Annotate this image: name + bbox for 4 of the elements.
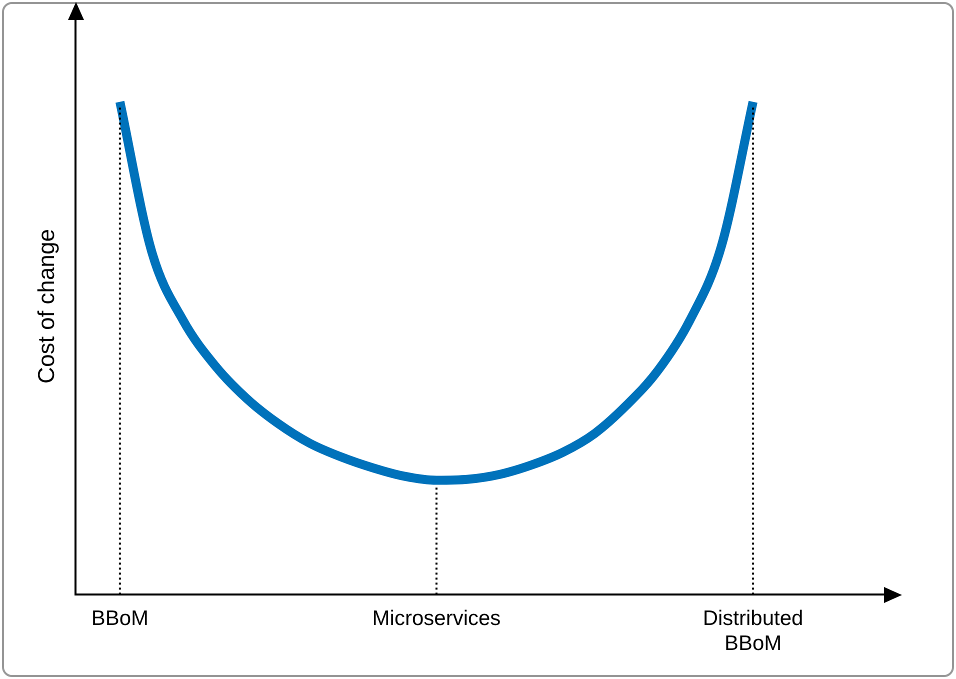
x-tick-label: Microservices [372,606,501,630]
x-tick-label: Distributed BBoM [702,606,804,656]
y-axis-title: Cost of change [33,228,60,384]
x-tick-label: BBoM [91,606,149,630]
